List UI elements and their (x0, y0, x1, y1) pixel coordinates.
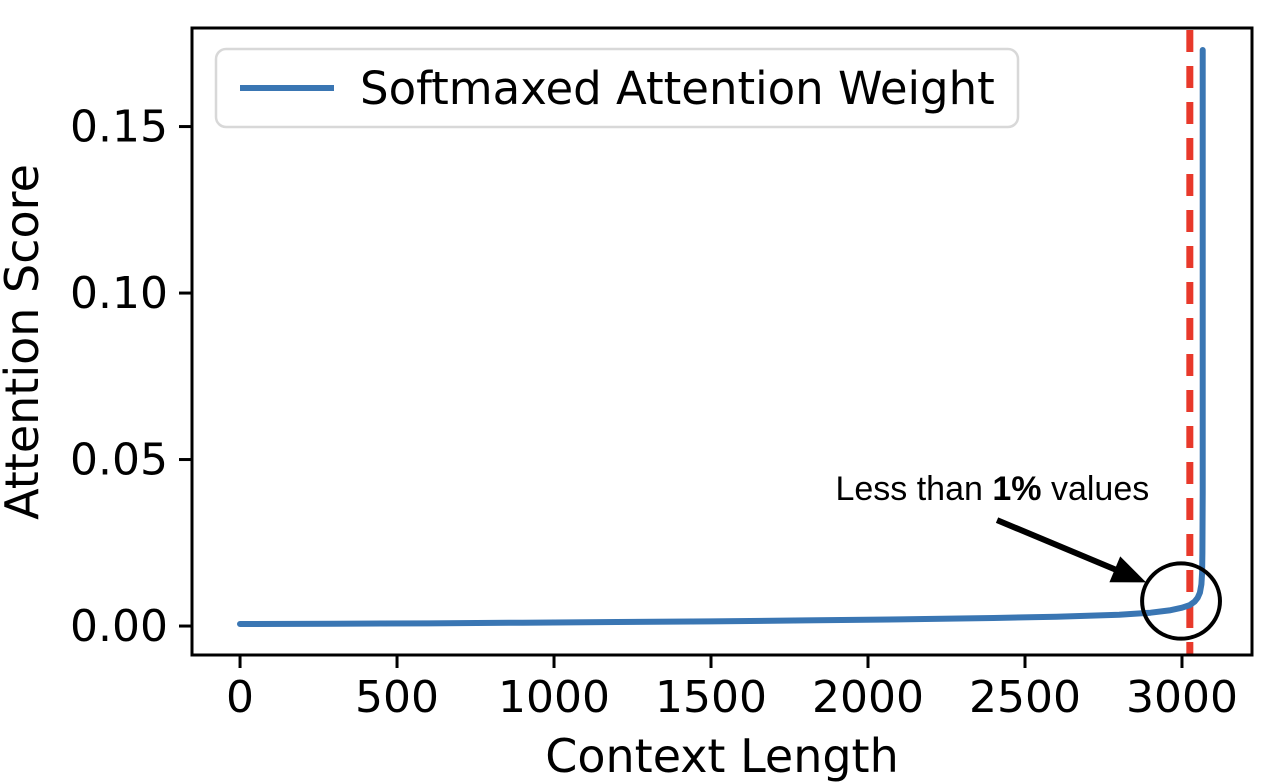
annotation-text-bold: 1% (992, 470, 1041, 508)
x-tick-label: 2500 (969, 672, 1081, 723)
annotation-text-suffix: values (1042, 470, 1150, 508)
x-tick-label: 0 (226, 672, 254, 723)
x-tick-label: 3000 (1126, 672, 1238, 723)
annotation-arrow-head (1109, 556, 1147, 583)
plot-border (190, 26, 1254, 657)
legend: Softmaxed Attention Weight (214, 47, 1020, 129)
y-tick-label: 0.00 (70, 601, 168, 652)
y-tick-label: 0.05 (70, 435, 168, 486)
legend-box (214, 47, 1020, 129)
highlight-ellipse (1140, 561, 1222, 641)
x-tick-label: 500 (355, 672, 439, 723)
plot-area: 0 500 1000 1500 2000 2500 3000 0.00 0.05 0.10 0.15 (70, 30, 1238, 723)
x-tick-label: 2000 (812, 672, 924, 723)
x-tick-label: 1500 (655, 672, 767, 723)
legend-entry-label: Softmaxed Attention Weight (360, 62, 995, 115)
x-tick-label: 1000 (498, 672, 610, 723)
attention-curve (237, 47, 1206, 627)
x-axis-label: Context Length (545, 729, 899, 783)
y-tick-label: 0.10 (70, 268, 168, 319)
y-axis-label: Attention Score (0, 164, 49, 520)
annotation-text: Less than 1% values (769, 470, 1196, 508)
y-tick-label: 0.15 (70, 102, 168, 153)
annotation-text-prefix: Less than (835, 470, 992, 508)
annotation-arrow-shaft (995, 517, 1122, 575)
